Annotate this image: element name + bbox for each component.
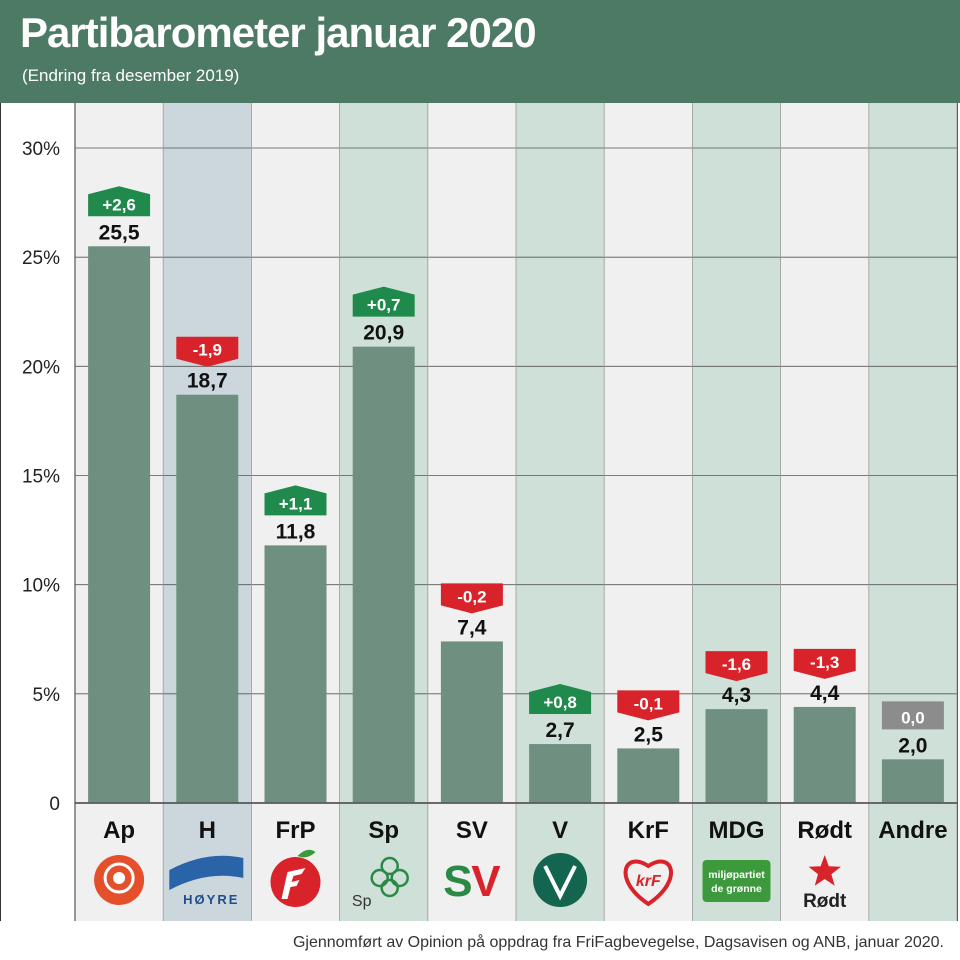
bar-frp — [264, 545, 327, 803]
category-label: Rødt — [797, 817, 852, 844]
clover-leaf — [370, 868, 389, 888]
rose-icon-petal — [103, 862, 135, 894]
v-mark — [543, 865, 577, 901]
bar-ap — [88, 246, 151, 803]
rose-icon-center — [113, 872, 126, 884]
sv-logo-v: V — [471, 857, 501, 906]
y-tick-label: 20% — [22, 357, 60, 378]
krf-logo-text: krF — [636, 873, 662, 890]
mdg-box-icon — [702, 860, 771, 902]
category-label: V — [552, 817, 568, 844]
change-label: -1,9 — [193, 341, 222, 360]
change-badge — [617, 690, 680, 721]
bar-andre — [881, 759, 944, 803]
value-label: 4,3 — [722, 684, 751, 707]
change-badge — [176, 336, 239, 367]
change-label: -0,2 — [457, 587, 486, 606]
category-label: FrP — [275, 817, 315, 844]
star-icon — [808, 855, 841, 886]
change-label: -1,6 — [722, 655, 751, 674]
value-label: 7,4 — [457, 616, 487, 639]
bar-sp — [352, 346, 415, 803]
bar-v — [529, 744, 592, 803]
change-badge — [88, 186, 151, 217]
change-badge — [264, 485, 327, 516]
clover-leaf — [380, 878, 399, 898]
clover-leaf — [380, 856, 399, 876]
sp-logo-text: Sp — [352, 893, 372, 910]
value-label: 2,5 — [634, 723, 664, 746]
change-label: +2,6 — [102, 195, 136, 214]
apple-leaf — [297, 849, 316, 858]
change-badge — [705, 651, 768, 682]
category-label: Sp — [368, 817, 399, 844]
bar-h — [176, 394, 239, 803]
value-label: 11,8 — [276, 520, 316, 543]
sv-logo-s: S — [443, 857, 472, 906]
category-label: Ap — [103, 817, 135, 844]
change-label: 0,0 — [901, 708, 925, 727]
change-badge — [440, 583, 503, 614]
apple-f-mark — [281, 868, 306, 899]
header-banner: Partibarometer januar 2020 (Endring fra … — [0, 0, 960, 103]
change-badge — [529, 684, 592, 715]
y-tick-label: 25% — [22, 248, 60, 269]
bar-mdg — [705, 709, 768, 803]
y-tick-label: 5% — [33, 685, 61, 706]
value-label: 25,5 — [99, 221, 140, 244]
change-label: -1,3 — [810, 653, 839, 672]
mdg-logo-line1: miljøpartiet — [708, 869, 765, 881]
source-note: Gjennomført av Opinion på oppdrag fra Fr… — [292, 934, 944, 951]
value-label: 4,4 — [810, 682, 840, 705]
bar-krf — [617, 748, 680, 803]
value-label: 18,7 — [187, 370, 228, 393]
change-badge — [881, 701, 944, 730]
category-label: H — [199, 817, 216, 844]
rodt-logo-text: Rødt — [803, 891, 847, 912]
change-badge — [352, 286, 415, 317]
y-tick-label: 30% — [22, 139, 60, 160]
hoyre-flag-icon — [169, 855, 244, 890]
bar-sv — [440, 641, 503, 803]
y-tick-label: 10% — [22, 576, 60, 597]
value-label: 2,7 — [545, 719, 574, 742]
change-label: +1,1 — [279, 494, 313, 513]
value-label: 2,0 — [898, 734, 927, 757]
bar-rødt — [793, 706, 856, 803]
chart-subtitle: (Endring fra desember 2019) — [22, 66, 240, 85]
category-label: MDG — [709, 817, 765, 844]
chart-title: Partibarometer januar 2020 — [20, 9, 537, 56]
y-tick-label: 0 — [49, 794, 60, 815]
category-label: KrF — [628, 817, 669, 844]
heart-icon — [623, 859, 674, 907]
change-badge — [793, 648, 856, 679]
hoyre-logo-text: HØYRE — [183, 892, 239, 907]
change-label: +0,8 — [543, 693, 577, 712]
change-label: +0,7 — [367, 296, 401, 315]
category-label: SV — [456, 817, 488, 844]
change-label: -0,1 — [634, 694, 663, 713]
category-label: Andre — [878, 817, 947, 844]
mdg-logo-line2: de grønne — [711, 883, 762, 895]
value-label: 20,9 — [363, 322, 404, 345]
clover-leaf — [390, 868, 409, 888]
y-tick-label: 15% — [22, 467, 60, 488]
